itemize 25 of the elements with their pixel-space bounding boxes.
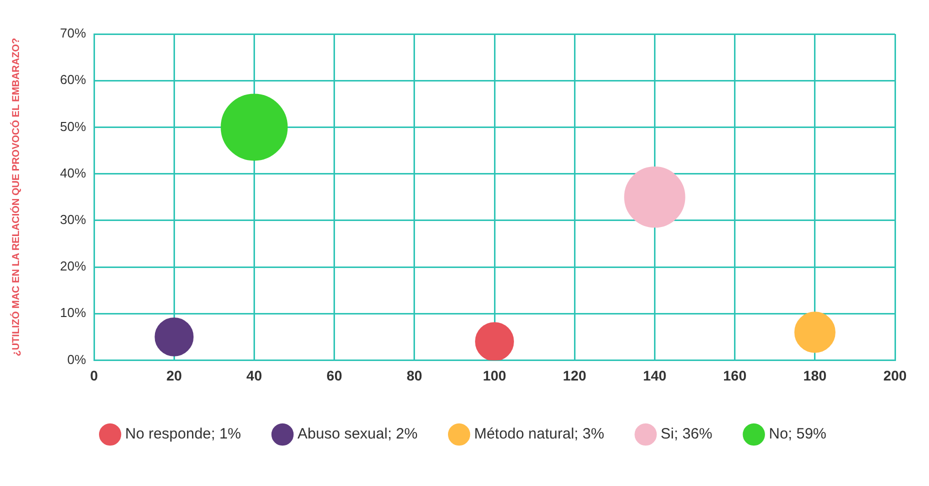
y-tick-label: 40% — [60, 165, 86, 180]
y-tick-label: 50% — [60, 118, 86, 134]
x-tick-label: 160 — [723, 367, 747, 384]
x-tick-label: 100 — [482, 367, 506, 384]
x-tick-label: 20 — [166, 367, 182, 384]
y-tick-label: 0% — [67, 352, 86, 367]
legend-label: Abuso sexual; 2% — [298, 426, 418, 443]
y-tick-label: 10% — [60, 305, 86, 320]
y-tick-label: 70% — [60, 26, 86, 41]
x-tick-label: 0 — [90, 367, 98, 384]
x-tick-label: 140 — [643, 367, 667, 384]
y-axis-title: ¿UTILIZÓ MAC EN LA RELACIÓN QUE PROVOCÓ EL EMBARAZO? — [10, 38, 22, 356]
x-tick-label: 120 — [562, 367, 586, 384]
y-tick-label: 60% — [60, 72, 86, 88]
x-tick-label: 200 — [883, 367, 907, 384]
legend-label: Método natural; 3% — [474, 426, 604, 443]
legend-label: No; 59% — [768, 426, 826, 443]
x-tick-label: 40 — [246, 367, 262, 384]
y-tick-label: 20% — [60, 258, 86, 274]
x-tick-label: 180 — [803, 367, 827, 384]
x-tick-label: 80 — [406, 367, 422, 384]
legend-label: Si; 36% — [660, 426, 712, 443]
x-tick-label: 60 — [326, 367, 342, 384]
legend-label: No responde; 1% — [125, 426, 242, 443]
y-tick-label: 30% — [60, 212, 86, 227]
